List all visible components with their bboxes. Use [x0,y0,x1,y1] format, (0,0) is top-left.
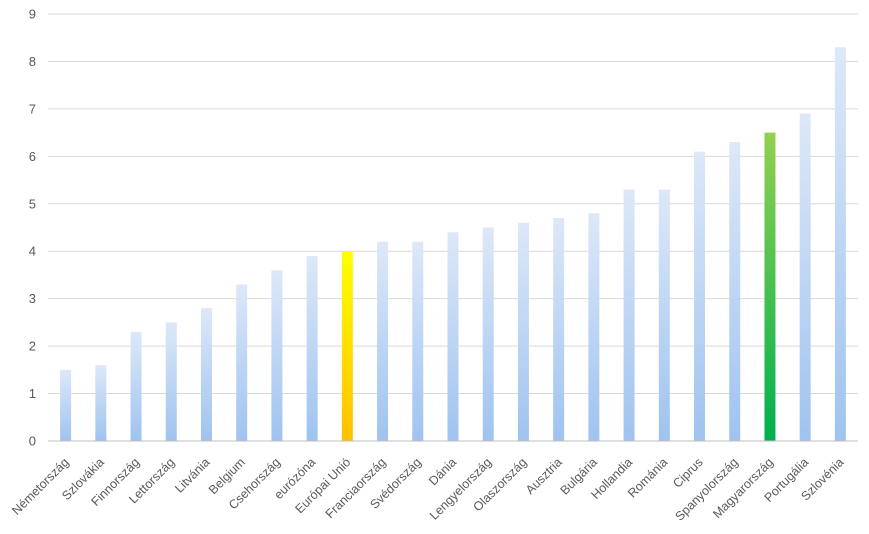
bar [306,255,318,441]
bar [799,113,811,441]
bar [130,331,142,441]
y-tick-label: 1 [29,386,36,401]
x-tick-label: Dánia [426,455,459,488]
bar [60,369,72,441]
y-tick-label: 2 [29,339,36,354]
bar [658,189,670,441]
y-axis: 0 1 2 3 4 5 6 7 8 9 [29,7,36,449]
bar [271,270,283,441]
bar [236,284,248,441]
bar [834,47,846,441]
y-tick-label: 7 [29,101,36,116]
x-tick-label: Ausztria [523,455,565,497]
gridlines [48,13,858,395]
x-tick-label: Lengyelország [427,455,494,522]
y-tick-label: 3 [29,291,36,306]
y-tick-label: 4 [29,244,36,259]
x-axis: NémetországSzlovákiaFinnországLettország… [9,440,858,524]
bar [729,142,741,441]
bar [588,213,600,441]
bar [377,241,389,441]
bar [623,189,635,441]
bar [482,227,494,441]
bar [165,322,177,441]
bar [764,132,776,441]
x-tick-label: Litvánia [172,455,212,495]
bar [447,232,459,441]
bars [60,47,846,442]
bar [95,365,107,441]
bar [553,218,565,441]
bar [517,222,529,441]
bar [694,151,706,442]
bar [341,251,353,441]
x-tick-label: Németország [9,455,71,517]
y-tick-label: 8 [29,54,36,69]
bar [200,308,212,441]
bar [412,241,424,441]
y-tick-label: 6 [29,149,36,164]
y-tick-label: 9 [29,7,36,22]
y-tick-label: 0 [29,434,36,449]
y-tick-label: 5 [29,196,36,211]
